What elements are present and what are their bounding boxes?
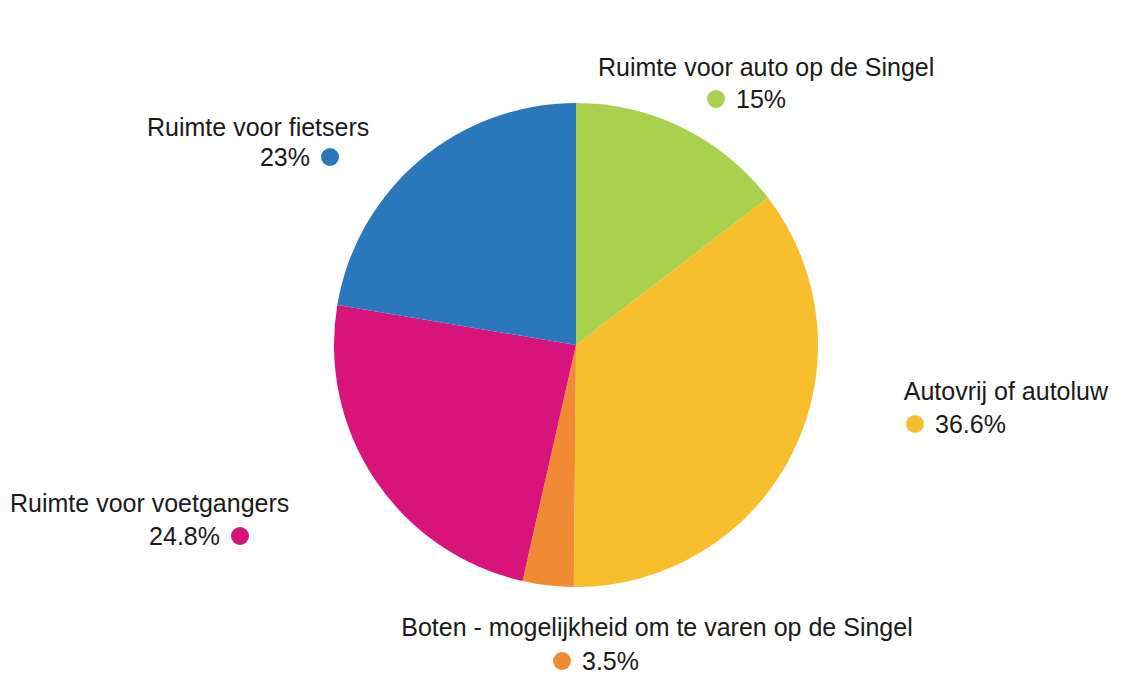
data-label: 15% <box>736 85 786 113</box>
category-label: Ruimte voor auto op de Singel <box>598 53 934 81</box>
data-label: 3.5% <box>582 647 639 675</box>
category-label: Ruimte voor voetgangers <box>10 489 289 517</box>
label-dot <box>707 90 725 108</box>
label-dot <box>321 148 339 166</box>
label-dot <box>231 527 249 545</box>
pie <box>334 103 818 587</box>
label-dot <box>553 652 571 670</box>
pie-slice <box>337 103 576 345</box>
pie-slice <box>574 198 818 587</box>
category-label: Autovrij of autoluw <box>904 377 1109 405</box>
chart: Ruimte voor auto op de Singel 15% Autovrij… <box>0 0 1140 700</box>
data-label: 24.8% <box>149 522 220 550</box>
category-label: Ruimte voor fietsers <box>147 113 369 141</box>
data-label: 36.6% <box>935 410 1006 438</box>
labels: Ruimte voor auto op de Singel 15% Autovrij… <box>10 53 1109 675</box>
label-dot <box>906 415 924 433</box>
data-label: 23% <box>260 143 310 171</box>
category-label: Boten - mogelijkheid om te varen op de S… <box>401 613 912 641</box>
pie-slice <box>334 305 576 581</box>
